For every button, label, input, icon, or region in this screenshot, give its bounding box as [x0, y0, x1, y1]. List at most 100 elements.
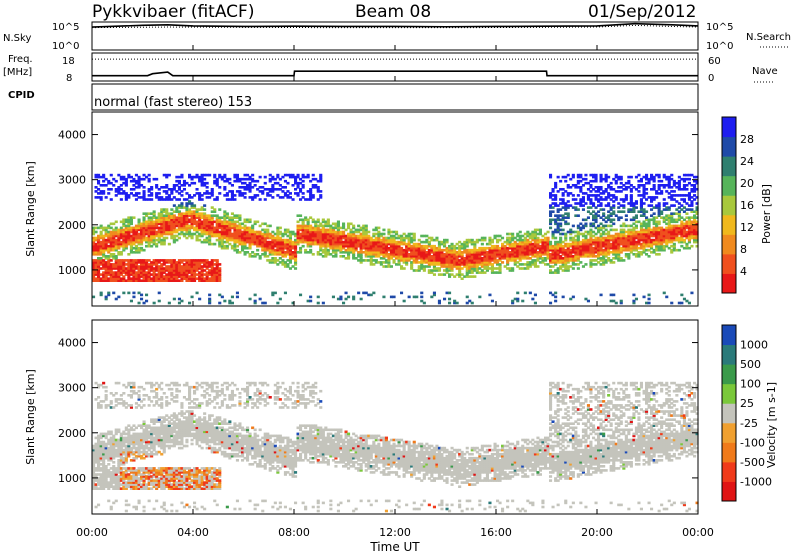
heatmap-cell [231, 296, 234, 299]
heatmap-cell [627, 180, 630, 183]
heatmap-cell [567, 223, 570, 226]
heatmap-cell [582, 208, 585, 211]
heatmap-cell [648, 298, 651, 301]
heatmap-cell [342, 302, 345, 305]
heatmap-cell [100, 196, 103, 199]
heatmap-cell [196, 188, 199, 191]
freq-right-tick-top: 60 [708, 56, 721, 67]
heatmap-cell [337, 221, 340, 224]
heatmap-cell [122, 292, 125, 295]
heatmap-cell [673, 243, 676, 246]
heatmap-cell [690, 292, 693, 295]
heatmap-cell [191, 296, 194, 299]
heatmap-cell [327, 219, 330, 222]
heatmap-cell [653, 212, 656, 215]
heatmap-cell [539, 229, 542, 232]
heatmap-cell [622, 259, 625, 262]
heatmap-cell [238, 214, 241, 217]
heatmap-cell [148, 178, 151, 181]
heatmap-cell [572, 194, 575, 197]
heatmap-cell [584, 178, 587, 181]
heatmap-cell [259, 198, 262, 201]
heatmap-cell [115, 221, 118, 224]
heatmap-cell [256, 180, 259, 183]
heatmap-cell [276, 174, 279, 177]
heatmap-cell [153, 210, 156, 213]
heatmap-cell [112, 292, 115, 295]
heatmap-cell [637, 174, 640, 177]
heatmap-cell [233, 198, 236, 201]
heatmap-cell [511, 233, 514, 236]
heatmap-cell [276, 302, 279, 305]
plot-title: Pykkvibaer (fitACF) [92, 2, 254, 22]
noise-panel: N.Sky 10^5 10^0 10^5 10^0 N.Search [3, 22, 791, 52]
heatmap-cell [413, 233, 416, 236]
heatmap-cell [673, 190, 676, 193]
heatmap-cell [655, 196, 658, 199]
heatmap-cell [612, 219, 615, 222]
heatmap-cell [307, 174, 310, 177]
heatmap-cell [423, 302, 426, 305]
heatmap-cell [193, 182, 196, 185]
heatmap-cell [635, 206, 638, 209]
noise-left-tick-bottom: 10^0 [52, 41, 79, 52]
heatmap-cell [688, 302, 691, 305]
heatmap-cell [448, 302, 451, 305]
heatmap-cell [211, 188, 214, 191]
cpid-strip: normal (fast stereo) 153 [92, 84, 698, 110]
heatmap-cell [670, 174, 673, 177]
heatmap-cell [643, 296, 646, 299]
heatmap-cell [645, 174, 648, 177]
heatmap-cell [319, 174, 322, 177]
heatmap-cell [312, 253, 315, 256]
frequency-lines [92, 59, 698, 76]
heatmap-cell [150, 198, 153, 201]
heatmap-cell [150, 192, 153, 195]
heatmap-cell [549, 302, 552, 305]
heatmap-cell [352, 225, 355, 228]
heatmap-cell [587, 300, 590, 303]
heatmap-cell [372, 292, 375, 295]
date-label: 01/Sep/2012 [588, 2, 696, 22]
heatmap-cell [438, 300, 441, 303]
heatmap-cell [557, 176, 560, 179]
heatmap-cell [516, 298, 519, 301]
heatmap-cell [223, 174, 226, 177]
heatmap-cell [317, 302, 320, 305]
heatmap-cell [178, 198, 181, 201]
heatmap-cell [648, 294, 651, 297]
heatmap-cell [635, 298, 638, 301]
heatmap-cell [393, 296, 396, 299]
heatmap-cell [254, 300, 257, 303]
heatmap-cell [390, 265, 393, 268]
heatmap-cell [201, 198, 204, 201]
heatmap-cell [403, 267, 406, 270]
heatmap-cell [582, 196, 585, 199]
heatmap-cell [132, 292, 135, 295]
heatmap-cell [112, 184, 115, 187]
heatmap-cell [501, 237, 504, 240]
heatmap-cell [478, 296, 481, 299]
heatmap-cell [567, 212, 570, 215]
heatmap-cell [572, 296, 575, 299]
heatmap-cell [223, 300, 226, 303]
heatmap-cell [302, 192, 305, 195]
heatmap-cell [488, 294, 491, 297]
heatmap-cell [180, 300, 183, 303]
heatmap-cell [554, 194, 557, 197]
heatmap-cell [173, 298, 176, 301]
heatmap-cell [271, 196, 274, 199]
heatmap-cell [466, 296, 469, 299]
heatmap-cell [620, 176, 623, 179]
heatmap-cell [554, 182, 557, 185]
heatmap-cell [140, 298, 143, 301]
heatmap-cell [408, 296, 411, 299]
heatmap-cell [589, 198, 592, 201]
heatmap-cell [208, 174, 211, 177]
heatmap-cell [645, 210, 648, 213]
heatmap-cell [564, 180, 567, 183]
heatmap-cell [600, 294, 603, 297]
heatmap-cell [600, 186, 603, 189]
